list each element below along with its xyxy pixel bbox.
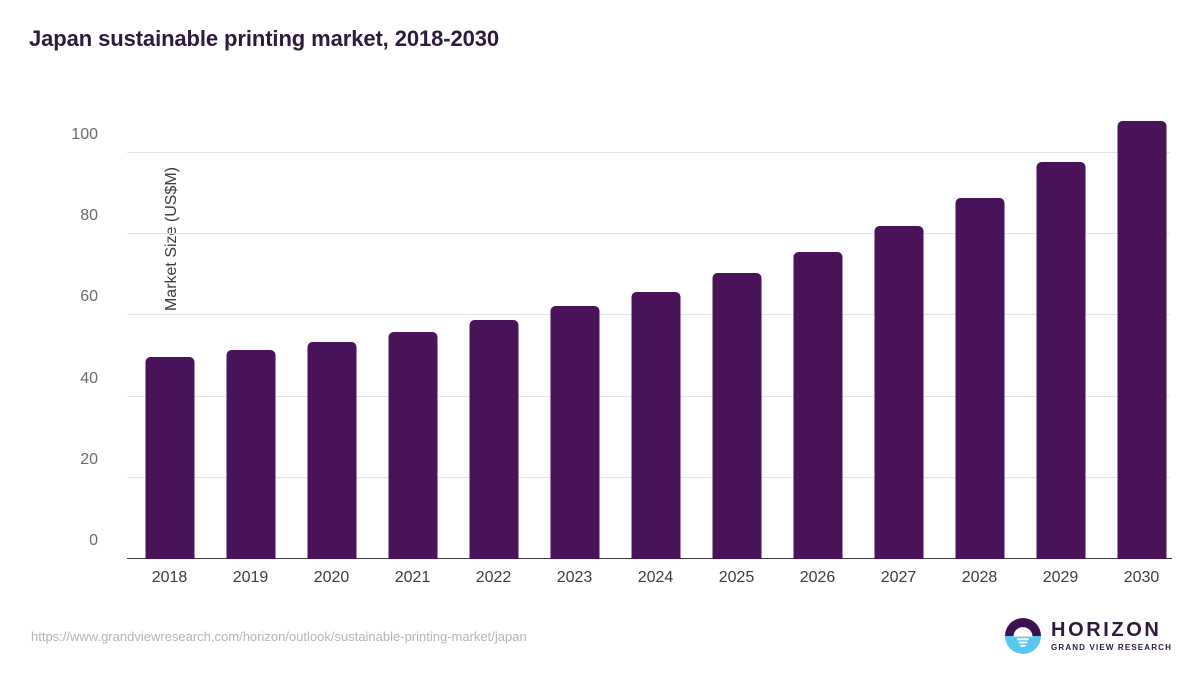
y-tick-label: 60 bbox=[80, 288, 98, 306]
bar[interactable] bbox=[793, 251, 842, 559]
bar-slot bbox=[777, 100, 858, 559]
x-tick-label: 2025 bbox=[718, 569, 755, 586]
x-tick-label: 2024 bbox=[637, 569, 674, 586]
y-tick-label: 0 bbox=[89, 532, 98, 549]
y-tick-label: 100 bbox=[71, 125, 98, 143]
bar[interactable] bbox=[712, 273, 761, 559]
bar-slot bbox=[615, 100, 696, 559]
x-tick-label: 2019 bbox=[232, 569, 269, 586]
bar[interactable] bbox=[550, 306, 599, 559]
x-tick-label: 2021 bbox=[394, 569, 431, 586]
bar[interactable] bbox=[469, 320, 518, 559]
bar[interactable] bbox=[874, 225, 923, 559]
logo-wordmark: HORIZON bbox=[1051, 619, 1162, 641]
bar[interactable] bbox=[631, 291, 680, 559]
bar[interactable] bbox=[1117, 121, 1166, 559]
bar-slot bbox=[129, 100, 210, 559]
bar[interactable] bbox=[388, 331, 437, 559]
bar-slot bbox=[453, 100, 534, 559]
logo-text: HORIZON GRAND VIEW RESEARCH bbox=[1051, 620, 1172, 652]
bar-slot bbox=[1020, 100, 1101, 559]
x-tick-label: 2018 bbox=[151, 569, 188, 586]
bar[interactable] bbox=[1036, 162, 1085, 559]
x-tick-label: 2028 bbox=[961, 569, 998, 586]
x-tick-label: 2022 bbox=[475, 569, 512, 586]
bar-slot bbox=[858, 100, 939, 559]
horizon-sun-circle-icon bbox=[1005, 618, 1042, 654]
bar-slot bbox=[210, 100, 291, 559]
x-tick-label: 2023 bbox=[556, 569, 593, 586]
logo-tagline: GRAND VIEW RESEARCH bbox=[1051, 643, 1172, 652]
bar[interactable] bbox=[307, 342, 356, 559]
y-tick-label: 20 bbox=[80, 450, 98, 468]
x-tick-label: 2026 bbox=[799, 569, 836, 586]
bar-slot bbox=[372, 100, 453, 559]
horizon-logo: HORIZON GRAND VIEW RESEARCH bbox=[1004, 617, 1172, 655]
bar-slot bbox=[1101, 100, 1182, 559]
bar-series bbox=[129, 100, 1170, 559]
bar-slot bbox=[534, 100, 615, 559]
bar-slot bbox=[939, 100, 1020, 559]
x-tick-label: 2027 bbox=[880, 569, 917, 586]
bar-slot bbox=[696, 100, 777, 559]
gridline bbox=[127, 233, 1170, 235]
bar[interactable] bbox=[145, 357, 194, 559]
x-tick-label: 2030 bbox=[1123, 569, 1160, 586]
bar[interactable] bbox=[955, 197, 1004, 559]
bar[interactable] bbox=[226, 349, 275, 559]
page-title: Japan sustainable printing market, 2018-… bbox=[29, 26, 500, 51]
gridline bbox=[127, 151, 1170, 153]
plot-area: Market Size (US$M) 0 20 40 60 80 100 2018 2019… bbox=[71, 100, 1172, 586]
x-tick-label: 2020 bbox=[313, 569, 350, 586]
source-url[interactable]: https://www.grandviewresearch.com/horizo… bbox=[31, 629, 527, 644]
x-tick-label: 2029 bbox=[1042, 569, 1079, 586]
y-tick-label: 80 bbox=[80, 207, 98, 225]
y-tick-label: 40 bbox=[80, 369, 98, 387]
bar-slot bbox=[291, 100, 372, 559]
